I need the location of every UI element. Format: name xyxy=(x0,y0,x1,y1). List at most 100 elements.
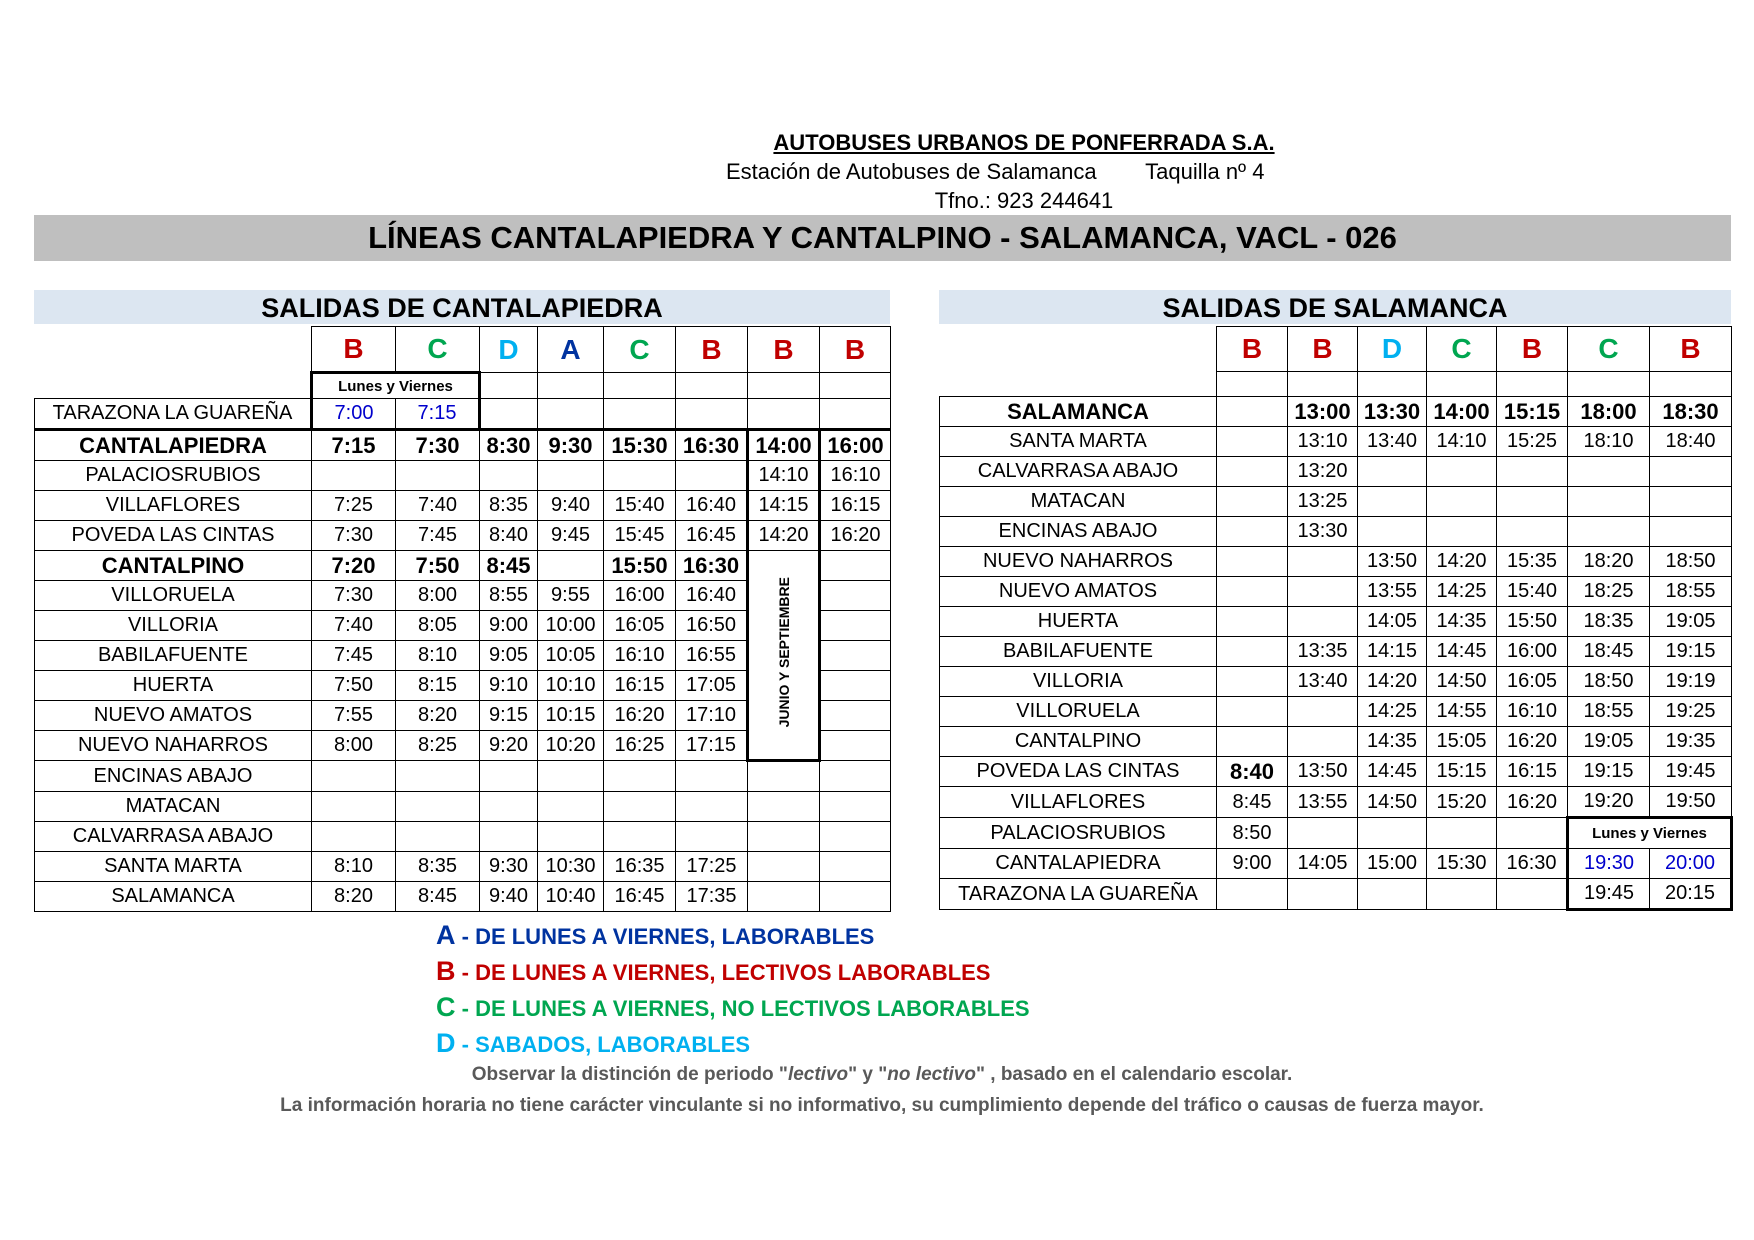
legend-item-B: B - DE LUNES A VIERNES, LECTIVOS LABORAB… xyxy=(436,956,990,987)
departure-time xyxy=(675,760,748,792)
departure-time: 16:40 xyxy=(675,490,748,521)
departure-time xyxy=(1287,878,1358,910)
departure-time xyxy=(537,791,604,822)
departure-time: 16:00 xyxy=(1496,636,1568,667)
note-text: Observar la distinción de periodo " xyxy=(471,1064,788,1085)
departure-time xyxy=(603,791,676,822)
departure-time: 13:30 xyxy=(1357,396,1427,427)
departure-time: 16:05 xyxy=(603,610,676,641)
period-note: JUNIO Y SEPTIEMBRE xyxy=(746,550,821,762)
stop-name: MATACAN xyxy=(34,791,312,822)
departure-time xyxy=(1357,817,1427,849)
table-row: CALVARRASA ABAJO xyxy=(34,821,891,852)
departure-time: 15:35 xyxy=(1496,546,1568,577)
departure-time: 16:45 xyxy=(675,520,748,551)
stop-name: NUEVO AMATOS xyxy=(34,700,312,731)
stop-name: NUEVO AMATOS xyxy=(939,576,1217,607)
table-row: TARAZONA LA GUAREÑA 7:00 7:15 xyxy=(34,398,891,431)
legend-item-A: A - DE LUNES A VIERNES, LABORABLES xyxy=(436,920,874,951)
departure-time xyxy=(1426,486,1497,517)
departure-time: 9:20 xyxy=(479,730,538,761)
ticket-office: Taquilla nº 4 xyxy=(1145,159,1265,184)
departure-time xyxy=(675,398,748,430)
departure-time: 16:10 xyxy=(603,640,676,671)
departure-time: 18:50 xyxy=(1649,546,1732,577)
table-row: SANTA MARTA 13:10 13:40 14:10 15:25 18:10 18:4… xyxy=(939,426,1732,457)
departure-time: 8:50 xyxy=(1216,817,1288,849)
departure-time: 7:40 xyxy=(395,490,480,521)
departure-time: 16:35 xyxy=(603,851,676,882)
note-text: " , basado en el calendario escolar. xyxy=(975,1064,1293,1085)
legend-letter: D xyxy=(436,1028,456,1058)
legend-letter: C xyxy=(436,992,456,1022)
legend-item-C: C - DE LUNES A VIERNES, NO LECTIVOS LABO… xyxy=(436,992,1030,1023)
empty-cell xyxy=(1496,371,1568,397)
departure-time: 19:50 xyxy=(1649,786,1732,818)
table-row: BABILAFUENTE 13:35 14:15 14:45 16:00 18:45 19:… xyxy=(939,636,1732,667)
departure-time: 13:55 xyxy=(1357,576,1427,607)
departure-time xyxy=(1357,486,1427,517)
stop-name: PALACIOSRUBIOS xyxy=(939,817,1217,849)
stop-name: CANTALPINO xyxy=(939,726,1217,757)
departure-time: 8:25 xyxy=(395,730,480,761)
stop-name: VILLORIA xyxy=(34,610,312,641)
departure-time: 16:50 xyxy=(675,610,748,641)
table-row: TARAZONA LA GUAREÑA 19:45 20:15 xyxy=(939,878,1733,911)
departure-time: 19:05 xyxy=(1567,726,1650,757)
departure-time: 8:35 xyxy=(479,490,538,521)
departure-time xyxy=(1216,666,1288,697)
departure-time: 9:40 xyxy=(479,881,538,912)
departure-time: 14:35 xyxy=(1426,606,1497,637)
departure-time xyxy=(1216,576,1288,607)
departure-time: 10:05 xyxy=(537,640,604,671)
departure-time xyxy=(479,460,538,491)
departure-time: 9:30 xyxy=(479,851,538,882)
departure-time: 16:10 xyxy=(1496,696,1568,727)
departure-time: 14:20 xyxy=(1357,666,1427,697)
departure-time: 14:00 xyxy=(746,428,821,461)
section-title-left: SALIDAS DE CANTALAPIEDRA xyxy=(34,290,890,324)
table-row: VILLAFLORES 8:45 13:55 14:50 15:20 16:20 19:20… xyxy=(939,786,1732,818)
departure-time: 20:15 xyxy=(1649,878,1733,911)
departure-time xyxy=(1357,456,1427,487)
departure-time: 8:00 xyxy=(395,580,480,611)
departure-time: 14:05 xyxy=(1287,848,1358,879)
departure-time xyxy=(311,791,396,822)
departure-time: 18:50 xyxy=(1567,666,1650,697)
departure-time xyxy=(1287,576,1358,607)
stop-name: BABILAFUENTE xyxy=(34,640,312,671)
station-info: Estación de Autobuses de Salamanca Taqui… xyxy=(726,159,1264,185)
departure-time xyxy=(1216,516,1288,547)
departure-time xyxy=(819,851,891,882)
table-row: POVEDA LAS CINTAS 8:40 13:50 14:45 15:15 16:1… xyxy=(939,756,1732,787)
departure-time xyxy=(675,460,748,491)
stop-name: TARAZONA LA GUAREÑA xyxy=(34,398,312,430)
departure-time xyxy=(819,398,891,430)
departure-time xyxy=(1216,546,1288,577)
departure-time: 14:15 xyxy=(746,490,821,521)
legend-separator: - xyxy=(455,960,476,985)
table-row: VILLORUELA 14:25 14:55 16:10 18:55 19:25 xyxy=(939,696,1732,727)
departure-time: 8:20 xyxy=(395,700,480,731)
departure-time: 7:20 xyxy=(311,550,396,581)
departure-time xyxy=(1496,456,1568,487)
departure-time xyxy=(819,670,891,701)
departure-time xyxy=(1287,606,1358,637)
departure-time: 14:15 xyxy=(1357,636,1427,667)
table-row: PALACIOSRUBIOS 14:10 16:10 xyxy=(34,460,891,491)
period-note-text: JUNIO Y SEPTIEMBRE xyxy=(775,576,792,728)
departure-time xyxy=(395,460,480,491)
stop-name: BABILAFUENTE xyxy=(939,636,1217,667)
stop-name: NUEVO NAHARROS xyxy=(34,730,312,761)
departure-time: 10:40 xyxy=(537,881,604,912)
departure-time: 10:30 xyxy=(537,851,604,882)
days-note: Lunes y Viernes xyxy=(1566,816,1733,849)
departure-time xyxy=(1357,878,1427,910)
departure-time xyxy=(1426,516,1497,547)
timetable-from-salamanca: B B D C B C B SALAMANCA 13:00 13:30 14:00 15:15 18:0… xyxy=(939,326,1733,911)
days-note: Lunes y Viernes xyxy=(310,371,481,399)
departure-time xyxy=(479,398,538,430)
departure-time xyxy=(537,398,604,430)
table-row: HUERTA 14:05 14:35 15:50 18:35 19:05 xyxy=(939,606,1732,637)
departure-time xyxy=(1496,486,1568,517)
